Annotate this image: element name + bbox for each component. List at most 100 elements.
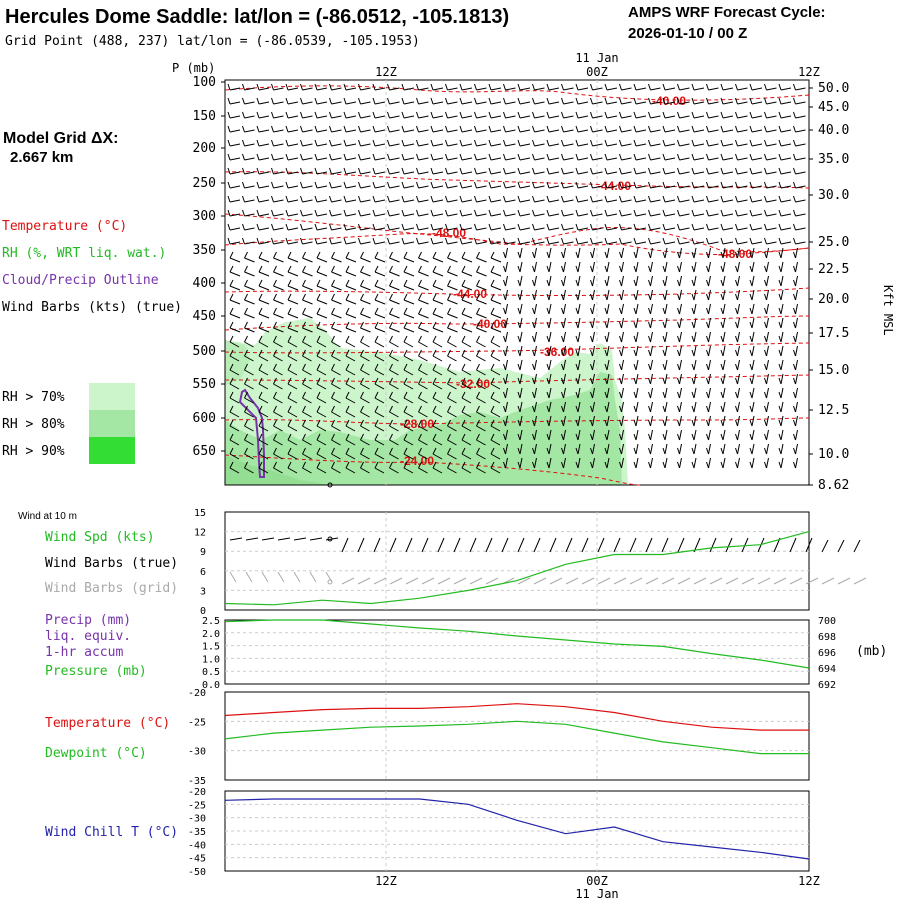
wind-barb-feather (300, 97, 303, 105)
wind-barb-grid (437, 577, 451, 585)
wind-barb-feather (793, 391, 796, 399)
wind-barb (563, 115, 574, 119)
wind-barb (548, 359, 552, 371)
wind-barb (229, 271, 241, 277)
wind-barb (505, 213, 516, 217)
wind-barb (650, 213, 661, 217)
wind-barb (258, 171, 270, 175)
wind-barb (708, 171, 719, 175)
rh90-swatch (89, 437, 135, 464)
wind-barb-feather (476, 433, 480, 441)
wind-barb-true (661, 537, 669, 553)
wind-barb-feather (677, 377, 680, 385)
wind-barb (287, 213, 299, 217)
wind-barb-feather (532, 377, 535, 385)
wind-barb (302, 369, 312, 376)
wind-barb-feather (403, 293, 408, 301)
wind-barb (418, 355, 428, 362)
wind-barb (766, 171, 777, 175)
temp-y-tick: -30 (188, 747, 206, 758)
wind-barb-feather (778, 279, 782, 287)
wind-barb-feather (648, 405, 651, 413)
wind-barb (664, 401, 668, 413)
wind-barb (476, 439, 486, 446)
wind-barb (360, 285, 371, 291)
wind-barb-feather (445, 83, 448, 91)
wind-barb-feather (677, 363, 680, 371)
wind-barb-feather (590, 377, 593, 385)
wind-barb-feather (401, 97, 405, 105)
wind-barb-feather (706, 447, 709, 455)
wind-barb (316, 327, 328, 333)
wind-barb-feather (490, 391, 495, 399)
wind-barb-feather (418, 307, 422, 315)
wind-barb-feather (476, 391, 480, 399)
wind-barb (287, 425, 298, 432)
wind-barb (331, 355, 341, 362)
wind-barb-feather (546, 153, 550, 161)
wind-barb (548, 387, 552, 399)
wind-barb-feather (432, 391, 437, 399)
wind-barb (505, 359, 508, 371)
wind-barb (664, 213, 676, 217)
cycle-value: 2026-01-10 / 00 Z (628, 25, 747, 42)
wind-barb (577, 247, 581, 259)
precip-y-tick: 0.0 (202, 680, 220, 691)
wind-barb-feather (532, 237, 535, 245)
chill-y-tick: -35 (188, 827, 206, 838)
wind-barb-feather (461, 279, 466, 287)
wind-barb-feather (648, 237, 651, 245)
wind-barb-feather (287, 349, 292, 357)
wind-barb (577, 157, 589, 161)
wind-barb-feather (447, 433, 451, 441)
wind-barb (766, 401, 769, 413)
wind-barb-feather (662, 279, 666, 287)
wind-barb-feather (793, 209, 796, 217)
wind-barb-feather (691, 139, 695, 147)
wind-barb-feather (532, 97, 535, 105)
wind-barb (737, 331, 740, 343)
wind-barb (432, 299, 444, 305)
wind-barb (722, 157, 734, 161)
wind-barb-feather (445, 209, 448, 217)
wind-barb-feather (706, 349, 709, 357)
wind-barb-true (469, 537, 477, 553)
wind-barb (635, 289, 639, 301)
wind-barb-feather (418, 335, 422, 343)
wind-barb-feather (691, 279, 695, 287)
wind-barb (476, 227, 487, 231)
wind-barb (708, 115, 719, 119)
wind-barb (693, 331, 697, 343)
wind-barb (447, 453, 457, 460)
wind-barb-feather (575, 209, 579, 217)
wind-barb (229, 453, 240, 460)
wind-barb (447, 143, 458, 147)
wind-barb (287, 341, 298, 348)
wind-barb-feather (358, 111, 361, 119)
wind-barb-feather (360, 293, 364, 301)
wind-barb-feather (331, 363, 335, 371)
wind-barb-feather (401, 237, 405, 245)
wind-chill-line (224, 798, 810, 860)
wind-barb-feather (648, 419, 651, 427)
wind-barb (548, 429, 552, 441)
wind-barb-feather (401, 125, 405, 133)
wind-barb-feather (691, 419, 695, 427)
wind-barb-feather (461, 377, 466, 385)
wind-barb (432, 227, 444, 231)
wind-barb (563, 387, 566, 399)
wind-barb (403, 341, 414, 348)
wind-barb-feather (677, 433, 680, 441)
wind-barb (534, 157, 545, 161)
wind-barb-feather (227, 111, 231, 119)
wind-barb-feather (691, 349, 695, 357)
wind-barb (287, 171, 299, 175)
wind-barb-feather (590, 125, 593, 133)
wind-barb-feather (546, 83, 550, 91)
wind-barb (708, 241, 719, 245)
wind-barb-grid (773, 577, 787, 585)
wind-barb (374, 313, 386, 319)
wind-barb-feather (648, 307, 651, 315)
wind-barb-feather (258, 377, 263, 385)
wind-barb (345, 241, 357, 245)
